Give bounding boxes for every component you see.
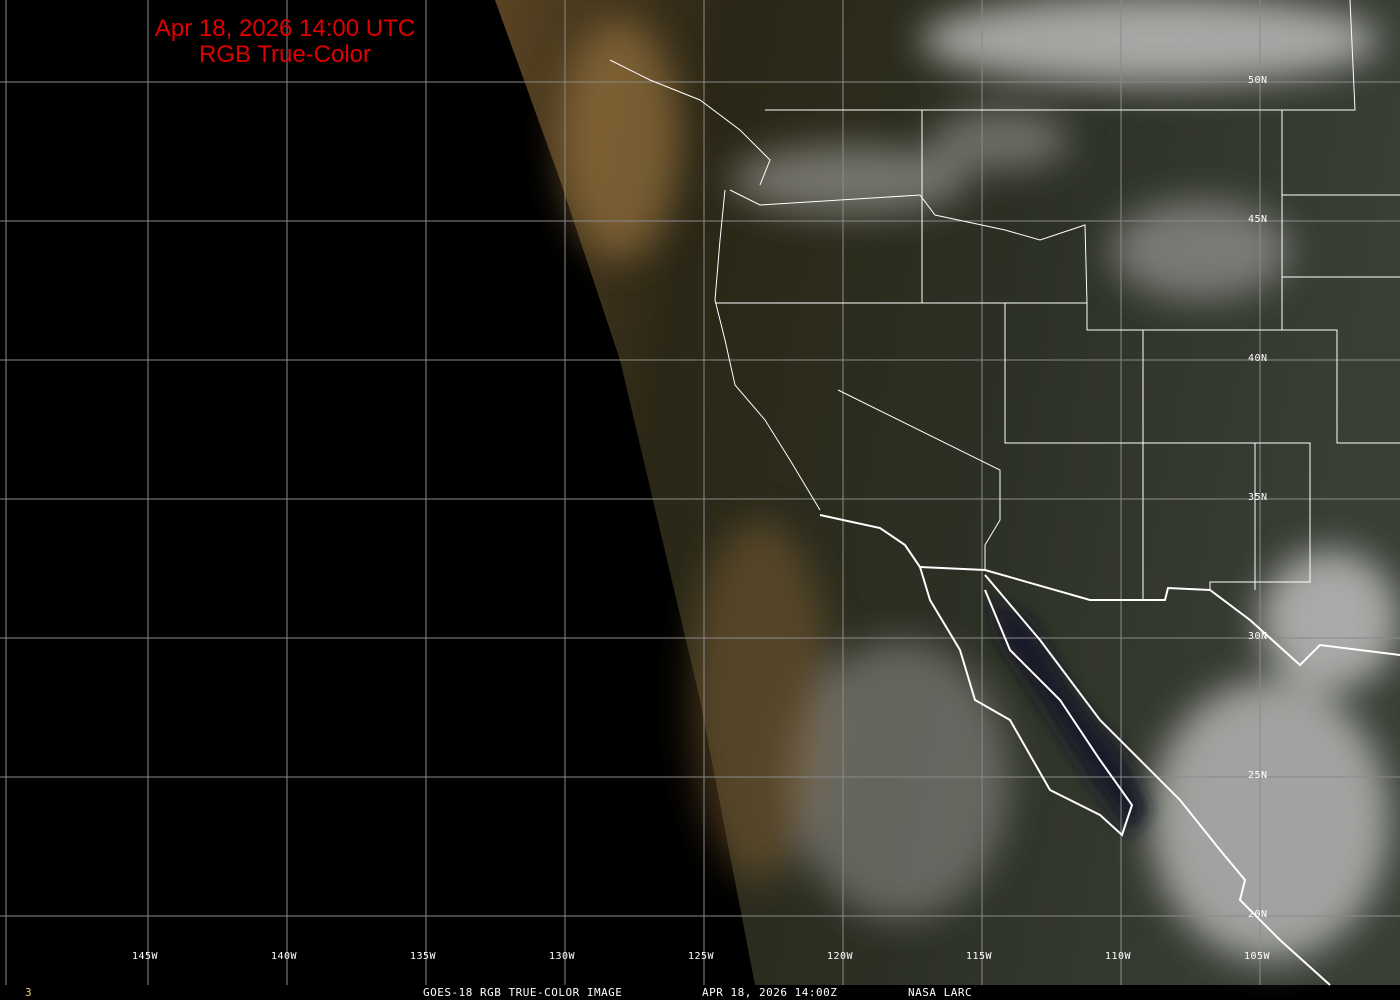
lon-label: 110W — [1105, 951, 1132, 962]
lat-label: 25N — [1248, 770, 1268, 781]
lat-label: 35N — [1248, 492, 1268, 503]
lon-label: 130W — [549, 951, 576, 962]
lat-label: 45N — [1248, 214, 1268, 225]
title-datetime: Apr 18, 2026 14:00 UTC — [154, 15, 416, 42]
frame-number: 3 — [25, 986, 33, 999]
footer-source: NASA LARC — [908, 986, 973, 999]
footer-product: GOES-18 RGB TRUE-COLOR IMAGE — [423, 986, 623, 999]
lat-label: 50N — [1248, 75, 1268, 86]
lat-label: 30N — [1248, 631, 1268, 642]
lon-label: 105W — [1244, 951, 1271, 962]
dark-water — [990, 600, 1150, 835]
lon-label: 140W — [271, 951, 298, 962]
coastline — [819, 514, 1400, 986]
lat-label: 40N — [1248, 353, 1268, 364]
lon-label: 145W — [132, 951, 159, 962]
political-boundaries — [609, 0, 1400, 600]
lon-label: 125W — [688, 951, 715, 962]
lon-label: 115W — [966, 951, 993, 962]
lon-label: 135W — [410, 951, 437, 962]
clouds — [560, 0, 1400, 960]
title-product: RGB True-Color — [198, 41, 372, 68]
lat-label: 20N — [1248, 909, 1268, 920]
footer-timestamp: APR 18, 2026 14:00Z — [702, 986, 838, 999]
lon-label: 120W — [827, 951, 854, 962]
